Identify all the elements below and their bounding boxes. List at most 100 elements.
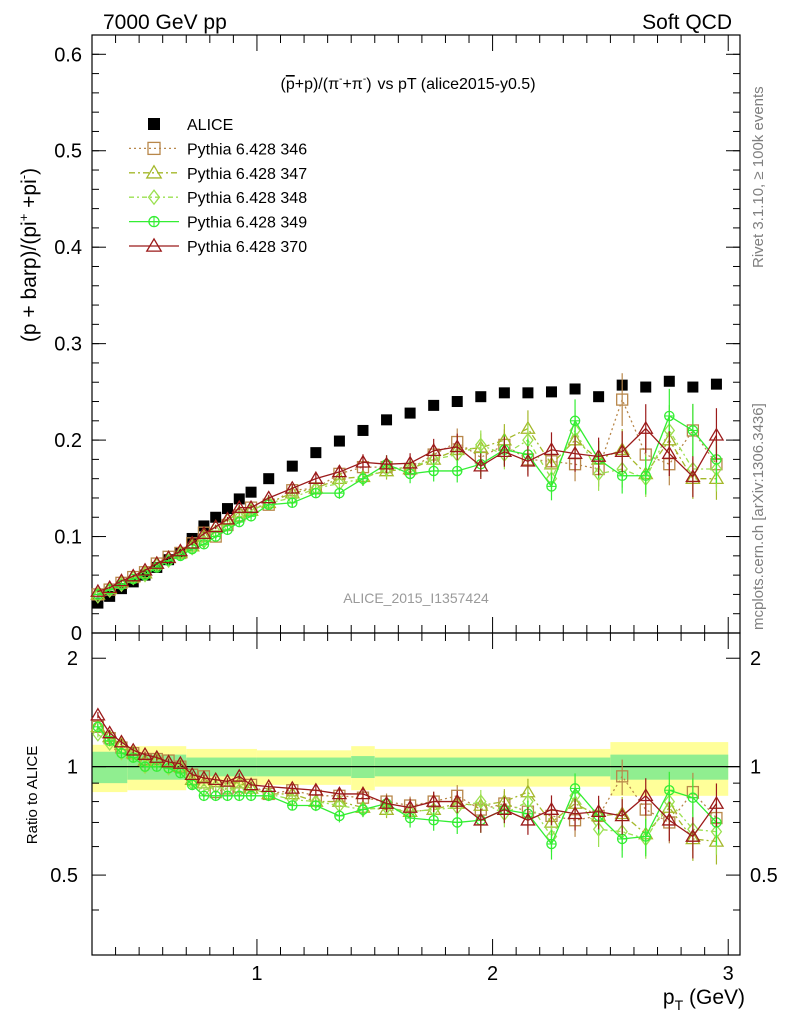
legend-entry-label: ALICE bbox=[187, 117, 233, 134]
ylabel-part-a: (p + barp)/(pi bbox=[18, 221, 41, 342]
main-point bbox=[428, 465, 439, 477]
mcplots-label: mcplots.cern.ch [arXiv:1306.3436] bbox=[750, 403, 767, 630]
ratio-point bbox=[245, 790, 257, 802]
main-point bbox=[520, 453, 536, 467]
main-y-tick-label: 0.3 bbox=[54, 334, 82, 356]
ratio-point bbox=[234, 790, 245, 802]
title-minus: - bbox=[339, 74, 342, 85]
ratio-point bbox=[592, 821, 605, 837]
main-point bbox=[685, 468, 701, 483]
main-point bbox=[310, 447, 322, 459]
ratio-point bbox=[210, 790, 221, 802]
ratio-point bbox=[260, 778, 277, 793]
main-point bbox=[219, 511, 236, 525]
ratio-point bbox=[113, 734, 130, 748]
legend-entry-label: Pythia 6.428 348 bbox=[187, 190, 307, 207]
main-line bbox=[97, 427, 717, 596]
ratio-point bbox=[172, 755, 189, 769]
main-point bbox=[569, 415, 581, 427]
main-point bbox=[90, 583, 106, 597]
main-point bbox=[334, 487, 345, 499]
main-point bbox=[546, 481, 557, 492]
legend-marker bbox=[145, 237, 163, 252]
main-point bbox=[569, 383, 581, 395]
title-p1: +p)/( bbox=[295, 76, 329, 93]
main-point bbox=[592, 466, 605, 482]
ratio-point bbox=[175, 767, 186, 779]
ratio-point bbox=[137, 746, 153, 760]
legend-entry-label: Pythia 6.428 347 bbox=[187, 166, 307, 183]
energy-label: 7000 GeV pp bbox=[103, 11, 227, 34]
main-point bbox=[260, 490, 277, 504]
ratio-point bbox=[196, 770, 212, 784]
ratio-point bbox=[125, 742, 141, 756]
ratio-series bbox=[90, 707, 725, 865]
main-point bbox=[451, 396, 463, 408]
ratio-point bbox=[151, 761, 163, 772]
ratio-point bbox=[115, 745, 128, 761]
main-point bbox=[263, 499, 274, 510]
plot-title: (p+p)/(π-+π-) vs pT (alice2015-y0.5) bbox=[280, 74, 535, 93]
main-point bbox=[263, 473, 275, 485]
main-point bbox=[451, 465, 463, 477]
ylabel-part-b: +pi bbox=[18, 179, 41, 213]
main-point bbox=[210, 511, 222, 523]
main-point bbox=[207, 519, 224, 533]
main-point bbox=[616, 393, 629, 406]
main-point bbox=[640, 381, 652, 393]
main-point bbox=[357, 473, 369, 484]
main-point bbox=[404, 407, 416, 419]
legend-marker bbox=[147, 141, 161, 156]
ratio-point bbox=[708, 795, 725, 809]
ratio-point bbox=[116, 747, 127, 759]
ratio-point bbox=[184, 766, 200, 781]
main-y-tick-label: 0.2 bbox=[54, 430, 82, 452]
legend-entry-label: Pythia 6.428 370 bbox=[187, 239, 307, 256]
main-point bbox=[245, 486, 257, 498]
legend-entry-label: Pythia 6.428 346 bbox=[187, 141, 307, 158]
main-point bbox=[198, 538, 210, 550]
ratio-point bbox=[357, 804, 369, 815]
title-tail: vs pT (alice2015-y0.5) bbox=[378, 76, 536, 93]
main-y-tick-label: 0.1 bbox=[54, 527, 82, 549]
main-point bbox=[496, 443, 513, 458]
main-point bbox=[308, 470, 324, 485]
main-y-tick-label: 0 bbox=[71, 623, 82, 645]
ratio-line bbox=[97, 726, 717, 846]
x-tick-label: 2 bbox=[487, 963, 498, 985]
main-point bbox=[687, 425, 699, 436]
legend-marker bbox=[148, 215, 160, 228]
xlabel-sub: T bbox=[675, 997, 684, 1013]
ratio-y-tick-label: 0.5 bbox=[50, 865, 78, 887]
title-pi1: π bbox=[328, 76, 339, 93]
ratio-point bbox=[198, 790, 210, 802]
main-point bbox=[231, 499, 248, 513]
main-point bbox=[661, 445, 678, 459]
process-label: Soft QCD bbox=[642, 11, 732, 34]
main-line bbox=[97, 429, 717, 597]
ratio-point bbox=[186, 779, 198, 791]
main-point bbox=[113, 573, 130, 587]
x-axis-label: pT (GeV) bbox=[663, 986, 745, 1013]
ratio-point bbox=[207, 771, 224, 786]
ratio-point bbox=[543, 801, 560, 815]
main-point bbox=[708, 427, 725, 441]
main-point bbox=[614, 443, 630, 458]
ratio-point bbox=[331, 786, 348, 800]
main-point bbox=[125, 568, 141, 582]
main-point bbox=[616, 470, 628, 482]
main-point bbox=[687, 381, 699, 393]
ratio-point bbox=[287, 800, 298, 811]
main-point bbox=[233, 493, 245, 505]
ratio-y-tick-label-right: 1 bbox=[750, 757, 761, 779]
ratio-point bbox=[567, 806, 583, 820]
ratio-point bbox=[219, 773, 236, 787]
ratio-point bbox=[243, 777, 259, 791]
xlabel-main: p bbox=[663, 986, 675, 1009]
main-point bbox=[428, 399, 440, 411]
legend-marker bbox=[147, 189, 161, 206]
xlabel-unit: (GeV) bbox=[683, 986, 745, 1009]
legend-marker bbox=[145, 164, 163, 179]
ratio-point bbox=[402, 799, 418, 813]
